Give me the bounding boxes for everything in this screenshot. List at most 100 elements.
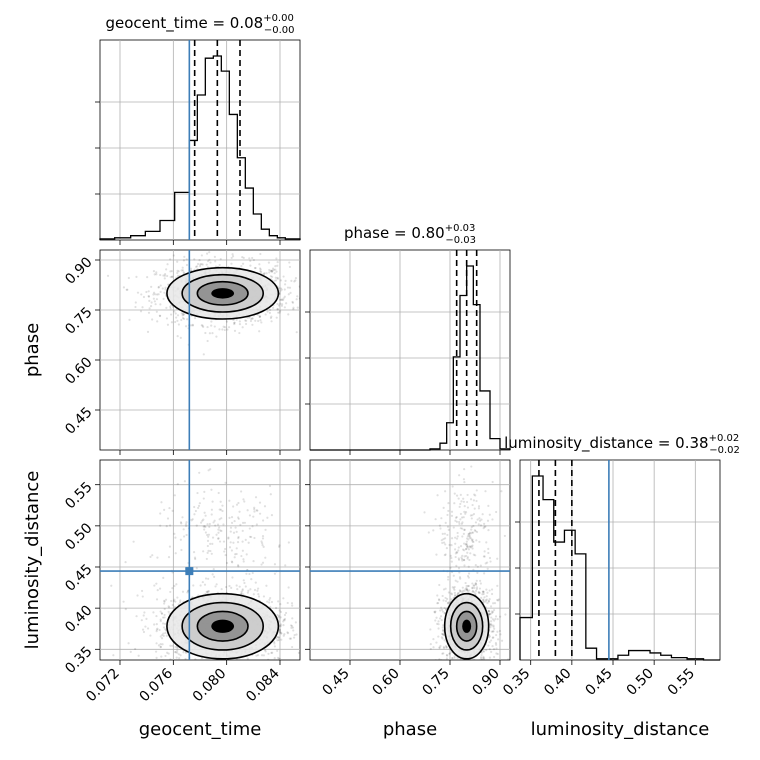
scatter-point — [266, 516, 269, 519]
scatter-point — [489, 560, 492, 563]
scatter-point — [456, 656, 459, 659]
scatter-point — [211, 500, 214, 503]
scatter-point — [269, 493, 272, 496]
scatter-point — [454, 552, 457, 555]
scatter-point — [222, 661, 224, 663]
scatter-point — [449, 659, 452, 660]
scatter-point — [207, 549, 210, 552]
scatter-point — [193, 317, 197, 320]
scatter-point — [122, 600, 125, 603]
scatter-point — [282, 620, 285, 623]
scatter-point — [228, 584, 231, 588]
scatter-point — [219, 508, 223, 511]
scatter-point — [437, 623, 440, 626]
scatter-point — [176, 482, 179, 486]
scatter-point — [483, 657, 486, 660]
scatter-point — [277, 304, 281, 307]
scatter-point — [261, 561, 265, 564]
scatter-point — [205, 263, 208, 266]
scatter-point — [169, 275, 172, 279]
scatter-point — [176, 260, 179, 263]
scatter-point — [467, 584, 470, 588]
scatter-point — [160, 612, 163, 615]
scatter-point — [481, 590, 484, 593]
scatter-point — [268, 484, 272, 488]
scatter-point — [203, 528, 206, 531]
scatter-point — [264, 650, 267, 653]
scatter-point — [269, 605, 272, 608]
scatter-point — [208, 332, 212, 335]
scatter-point — [499, 633, 502, 636]
scatter-point — [218, 263, 221, 267]
scatter-point — [478, 519, 482, 522]
scatter-point — [185, 524, 188, 528]
scatter-point — [478, 517, 481, 520]
scatter-point — [474, 592, 477, 595]
scatter-point — [164, 272, 167, 276]
scatter-point — [241, 540, 244, 543]
scatter-point — [235, 547, 238, 550]
scatter-point — [254, 319, 257, 322]
scatter-point — [489, 612, 492, 616]
scatter-point — [466, 546, 469, 549]
scatter-point — [159, 303, 162, 306]
scatter-point — [491, 480, 494, 484]
scatter-point — [473, 584, 476, 587]
scatter-point — [161, 287, 164, 290]
scatter-point — [248, 257, 251, 260]
scatter-point — [106, 274, 110, 277]
scatter-point — [238, 323, 242, 326]
marginal-title: phase = 0.80+0.03 −0.03 — [344, 223, 476, 246]
scatter-point — [447, 578, 450, 581]
scatter-point — [181, 590, 185, 593]
scatter-point — [460, 500, 463, 503]
scatter-point — [436, 622, 439, 625]
scatter-point — [188, 667, 190, 669]
scatter-point — [181, 516, 184, 519]
scatter-point — [491, 644, 494, 648]
contour-line — [166, 592, 280, 660]
scatter-point — [142, 295, 146, 299]
scatter-point — [163, 600, 166, 603]
scatter-point — [484, 600, 487, 603]
scatter-point — [447, 591, 450, 594]
scatter-point — [480, 653, 483, 657]
scatter-point — [163, 602, 166, 605]
scatter-point — [462, 500, 465, 503]
scatter-point — [226, 670, 228, 672]
scatter-point — [465, 588, 469, 592]
scatter-point — [155, 582, 158, 585]
scatter-point — [274, 276, 277, 279]
scatter-point — [268, 598, 271, 602]
scatter-point — [487, 529, 490, 532]
scatter-point — [255, 509, 258, 512]
x-tick-label: 0.60 — [369, 666, 402, 699]
scatter-point — [243, 581, 246, 585]
scatter-point — [291, 301, 295, 304]
scatter-point — [281, 303, 284, 306]
scatter-point — [466, 557, 469, 560]
scatter-point — [490, 588, 494, 591]
scatter-point — [471, 590, 474, 593]
scatter-point — [155, 271, 158, 274]
scatter-point — [274, 268, 277, 271]
y-tick-label: 0.75 — [62, 304, 95, 337]
scatter-point — [182, 259, 186, 262]
scatter-point — [494, 615, 498, 618]
scatter-point — [453, 591, 456, 594]
scatter-point — [243, 500, 246, 503]
scatter-point — [469, 546, 472, 549]
scatter-point — [230, 668, 232, 670]
scatter-point — [432, 646, 435, 649]
scatter-point — [482, 650, 486, 653]
scatter-point — [179, 336, 182, 339]
scatter-point — [262, 654, 266, 657]
scatter-point — [223, 326, 227, 329]
scatter-point — [211, 665, 213, 667]
scatter-point — [174, 320, 177, 324]
scatter-point — [278, 298, 282, 301]
x-tick-label: 0.40 — [541, 666, 574, 699]
scatter-point — [179, 601, 182, 604]
scatter-point — [250, 250, 252, 251]
scatter-point — [307, 308, 309, 310]
